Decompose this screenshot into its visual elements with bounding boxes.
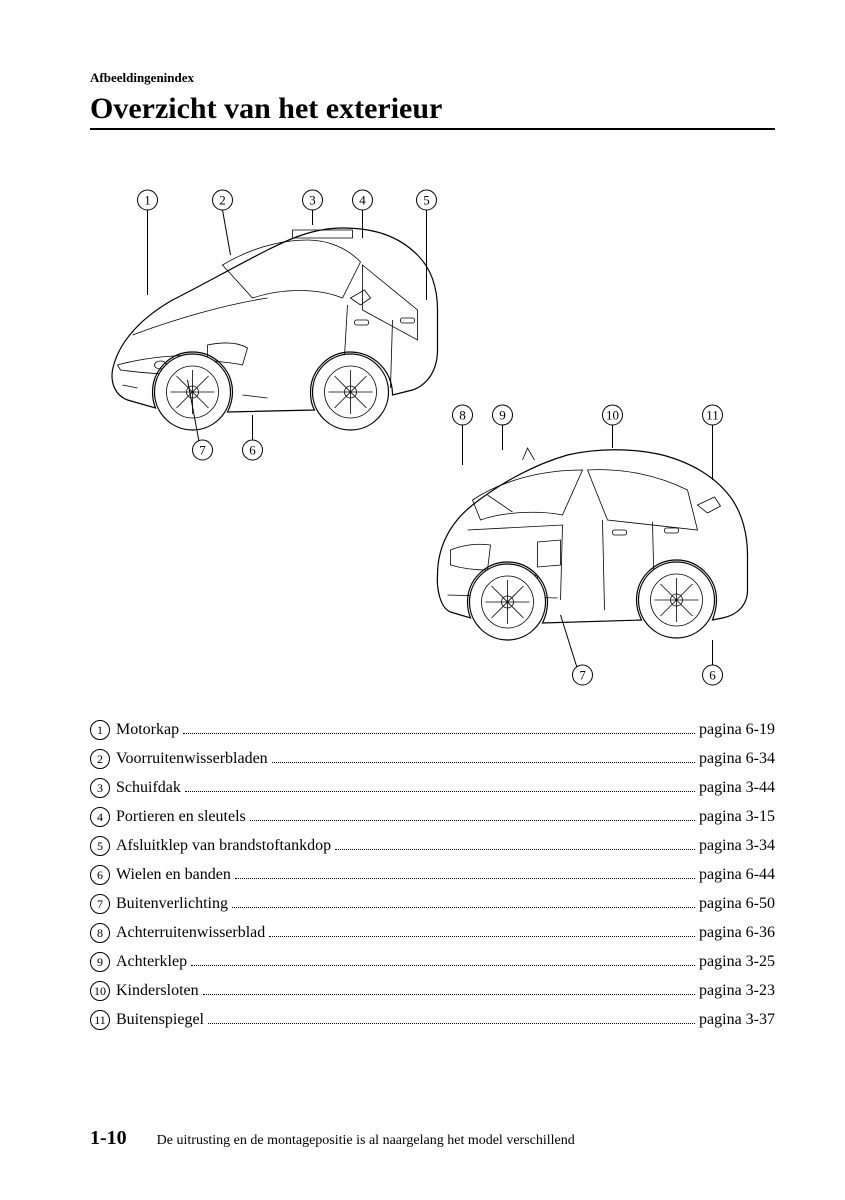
index-page: pagina 3-25 <box>699 953 775 971</box>
index-page: pagina 3-15 <box>699 808 775 826</box>
index-number: 11 <box>90 1010 110 1030</box>
index-number: 10 <box>90 981 110 1001</box>
index-page: pagina 6-19 <box>699 721 775 739</box>
footer-page-number: 1-10 <box>90 1127 127 1150</box>
index-dots <box>203 994 695 995</box>
index-dots <box>272 762 695 763</box>
index-row: 10 Kindersloten pagina 3-23 <box>90 981 775 1001</box>
index-row: 11 Buitenspiegel pagina 3-37 <box>90 1010 775 1030</box>
index-row: 7 Buitenverlichting pagina 6-50 <box>90 894 775 914</box>
index-row: 2 Voorruitenwisserbladen pagina 6-34 <box>90 749 775 769</box>
index-number: 6 <box>90 865 110 885</box>
index-label: Kindersloten <box>116 982 199 1000</box>
index-number: 8 <box>90 923 110 943</box>
svg-text:10: 10 <box>606 408 619 423</box>
index-label: Achterklep <box>116 953 187 971</box>
index-number: 1 <box>90 720 110 740</box>
index-list: 1 Motorkap pagina 6-19 2 Voorruitenwisserbla… <box>90 720 775 1030</box>
index-page: pagina 6-44 <box>699 866 775 884</box>
svg-text:1: 1 <box>144 193 151 208</box>
svg-text:4: 4 <box>359 193 366 208</box>
index-dots <box>185 791 695 792</box>
svg-text:5: 5 <box>423 193 430 208</box>
index-page: pagina 3-23 <box>699 982 775 1000</box>
index-label: Portieren en sleutels <box>116 808 246 826</box>
index-row: 4 Portieren en sleutels pagina 3-15 <box>90 807 775 827</box>
index-row: 8 Achterruitenwisserblad pagina 6-36 <box>90 923 775 943</box>
svg-text:6: 6 <box>249 443 256 458</box>
index-number: 2 <box>90 749 110 769</box>
index-page: pagina 3-37 <box>699 1011 775 1029</box>
index-number: 4 <box>90 807 110 827</box>
index-dots <box>250 820 695 821</box>
index-number: 7 <box>90 894 110 914</box>
footer-note: De uitrusting en de montagepositie is al… <box>157 1133 575 1149</box>
title-rule <box>90 128 775 130</box>
breadcrumb: Afbeeldingenindex <box>90 70 775 86</box>
svg-text:8: 8 <box>459 408 466 423</box>
svg-text:6: 6 <box>709 668 716 683</box>
index-label: Wielen en banden <box>116 866 231 884</box>
svg-text:2: 2 <box>219 193 226 208</box>
index-dots <box>232 907 695 908</box>
diagram-svg: 1 2 3 4 5 6 7 8 9 10 11 6 7 <box>90 170 775 690</box>
index-number: 3 <box>90 778 110 798</box>
index-number: 9 <box>90 952 110 972</box>
index-row: 1 Motorkap pagina 6-19 <box>90 720 775 740</box>
index-row: 5 Afsluitklep van brandstoftankdop pagina … <box>90 836 775 856</box>
index-dots <box>191 965 695 966</box>
car-front-view <box>112 228 437 430</box>
car-rear-view <box>437 448 747 640</box>
index-dots <box>335 849 695 850</box>
svg-text:7: 7 <box>579 668 586 683</box>
index-page: pagina 3-34 <box>699 837 775 855</box>
index-row: 6 Wielen en banden pagina 6-44 <box>90 865 775 885</box>
index-number: 5 <box>90 836 110 856</box>
svg-text:7: 7 <box>199 443 206 458</box>
svg-text:9: 9 <box>499 408 506 423</box>
footer: 1-10 De uitrusting en de montagepositie … <box>90 1127 775 1150</box>
index-label: Voorruitenwisserbladen <box>116 750 268 768</box>
index-row: 9 Achterklep pagina 3-25 <box>90 952 775 972</box>
index-dots <box>208 1023 695 1024</box>
index-row: 3 Schuifdak pagina 3-44 <box>90 778 775 798</box>
index-label: Schuifdak <box>116 779 181 797</box>
index-dots <box>235 878 695 879</box>
exterior-diagram: 1 2 3 4 5 6 7 8 9 10 11 6 7 <box>90 170 775 690</box>
svg-text:3: 3 <box>309 193 316 208</box>
index-page: pagina 3-44 <box>699 779 775 797</box>
index-label: Motorkap <box>116 721 179 739</box>
index-label: Achterruitenwisserblad <box>116 924 265 942</box>
index-label: Buitenverlichting <box>116 895 228 913</box>
index-page: pagina 6-50 <box>699 895 775 913</box>
index-label: Afsluitklep van brandstoftankdop <box>116 837 331 855</box>
index-page: pagina 6-34 <box>699 750 775 768</box>
index-label: Buitenspiegel <box>116 1011 204 1029</box>
page-title: Overzicht van het exterieur <box>90 92 775 126</box>
index-page: pagina 6-36 <box>699 924 775 942</box>
index-dots <box>269 936 695 937</box>
index-dots <box>183 733 695 734</box>
svg-text:11: 11 <box>706 408 719 423</box>
